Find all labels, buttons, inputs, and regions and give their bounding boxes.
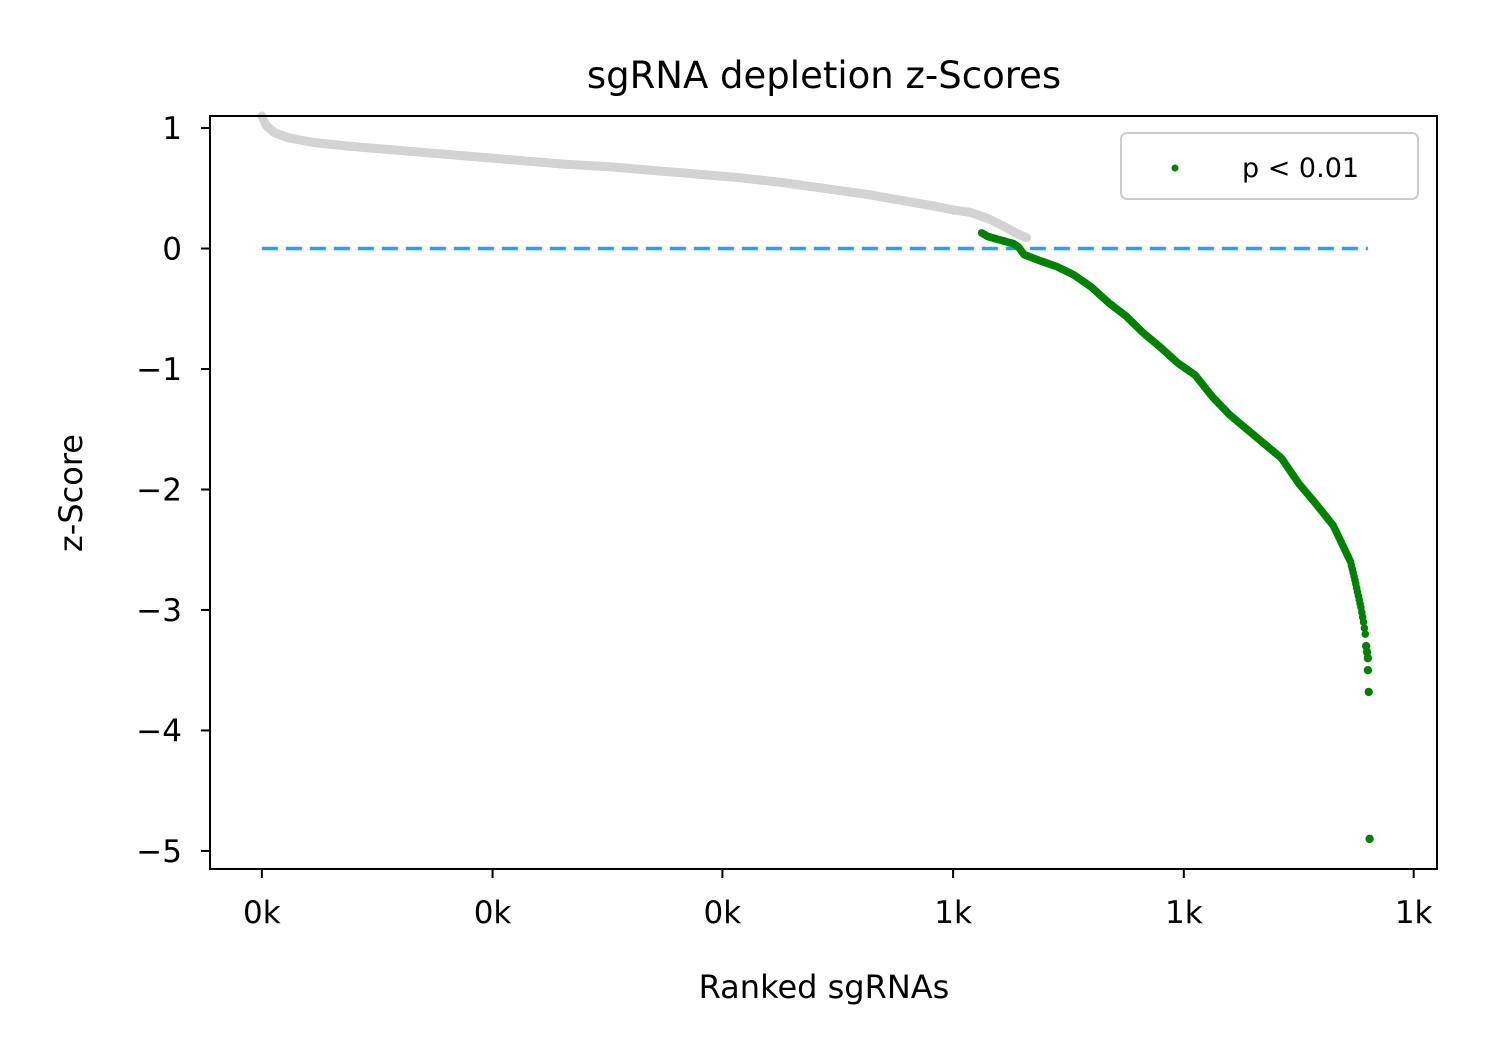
plot-frame: [209, 115, 1438, 870]
legend-box: [1120, 132, 1419, 200]
y-tick-label: −2: [136, 472, 182, 508]
y-tick-label: 0: [162, 232, 182, 268]
x-tick-label: 0k: [243, 895, 281, 931]
y-tick-label: 1: [162, 111, 182, 147]
x-axis-label: Ranked sgRNAs: [699, 968, 950, 1006]
axes: 0k 0k 0k 1k 1k 1k 1 0 −1 −2 −3 −4 −5: [136, 111, 1432, 931]
y-axis-label: z-Score: [52, 434, 90, 552]
data-point-significant: [1363, 666, 1373, 675]
x-tick-label: 1k: [1165, 895, 1203, 931]
data-point-significant: [1360, 624, 1369, 632]
legend-marker: [1171, 164, 1179, 172]
legend-label: p < 0.01: [1242, 153, 1359, 184]
data-point-significant: [1361, 630, 1370, 638]
plot-area: [257, 111, 1374, 844]
x-tick-label: 1k: [934, 895, 972, 931]
y-tick-label: −1: [136, 352, 182, 388]
y-tick-label: −4: [136, 713, 182, 749]
y-tick-label: −5: [136, 834, 182, 870]
data-point-significant: [1363, 653, 1373, 663]
chart-title: sgRNA depletion z-Scores: [587, 54, 1061, 97]
x-tick-label: 0k: [474, 895, 512, 931]
y-tick-label: −3: [136, 593, 182, 629]
data-point-significant: [1359, 618, 1368, 626]
data-point-significant: [1365, 834, 1374, 844]
x-tick-label: 0k: [704, 895, 742, 931]
data-point-significant: [1364, 687, 1373, 697]
x-tick-label: 1k: [1395, 895, 1433, 931]
data-point-nonsignificant: [1022, 233, 1032, 243]
legend: p < 0.01: [1120, 132, 1419, 200]
